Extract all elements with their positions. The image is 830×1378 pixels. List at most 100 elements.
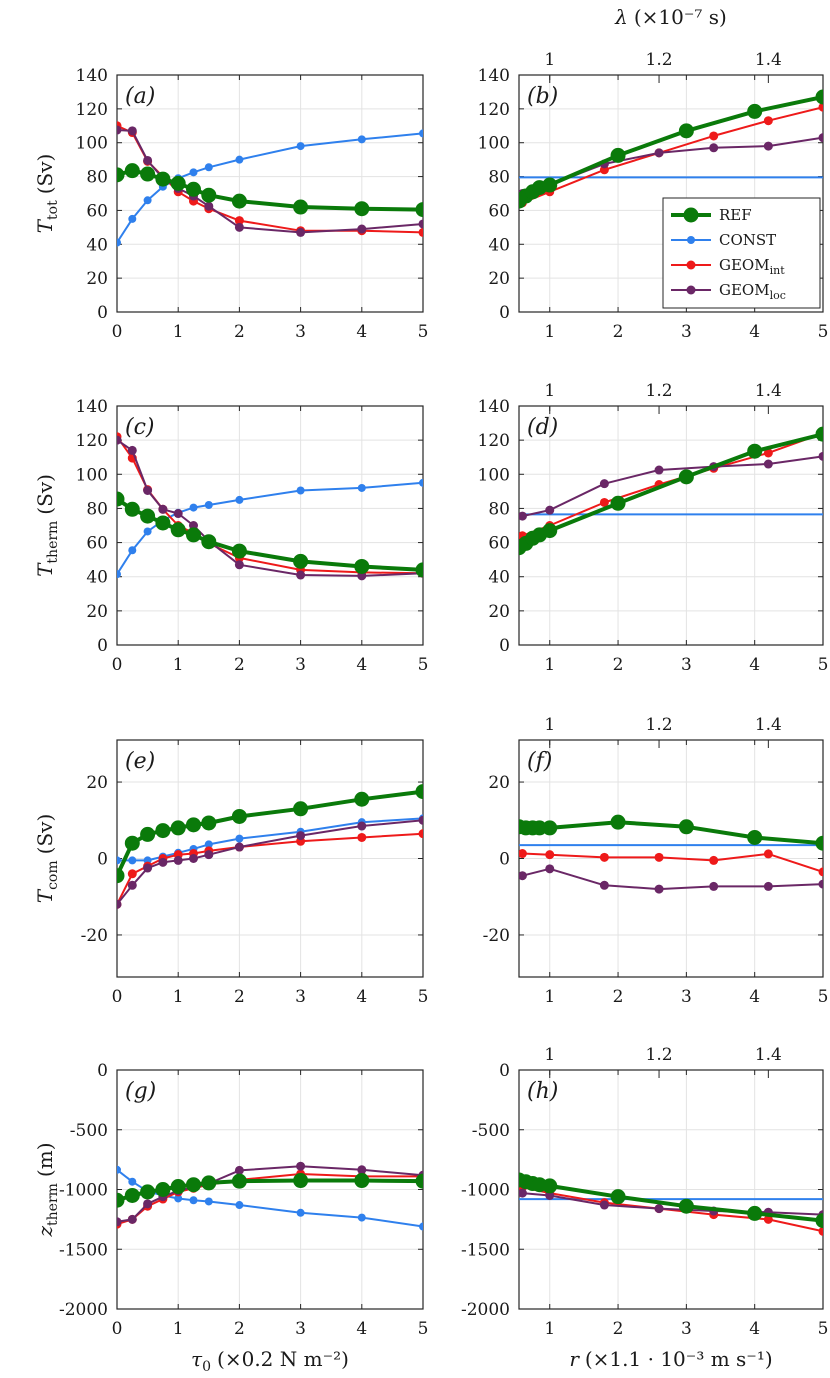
x-tick-label: 1 [173, 1319, 184, 1339]
y-tick-label: 140 [478, 66, 510, 86]
data-point-CONST [296, 486, 305, 495]
data-point-REF [610, 814, 626, 830]
top-tick-label: 1.2 [646, 381, 673, 401]
y-tick-label: 60 [488, 201, 510, 221]
x-axis-title: τ0 (×0.2 N m⁻²) [191, 1347, 349, 1375]
data-point-GEOM_loc [519, 871, 527, 881]
y-axis-title: Ttherm(Sv) [33, 474, 61, 577]
series-line-REF [519, 1177, 823, 1223]
data-point-REF [747, 103, 763, 119]
y-tick-label: 0 [499, 636, 510, 656]
data-point-CONST [419, 1222, 423, 1231]
data-point-REF [124, 501, 140, 517]
data-point-GEOM_int [418, 227, 423, 237]
top-tick-label: 1 [544, 715, 555, 735]
x-tick-label: 4 [749, 322, 760, 342]
data-point-GEOM_loc [599, 1200, 609, 1210]
data-point-GEOM_int [234, 216, 244, 226]
series-line-GEOM_int [522, 106, 823, 204]
panel-label: (f) [527, 749, 552, 774]
data-point-GEOM_int [127, 869, 137, 879]
data-point-GEOM_loc [173, 855, 183, 865]
y-tick-label: -1500 [59, 1240, 108, 1260]
data-point-REF [815, 1213, 823, 1229]
data-point-GEOM_loc [117, 1217, 122, 1227]
x-tick-label: 5 [818, 655, 829, 675]
y-tick-label: 40 [86, 235, 108, 255]
data-point-GEOM_loc [357, 224, 367, 234]
x-tick-label: 3 [681, 1319, 692, 1339]
data-point-CONST [143, 527, 152, 536]
y-tick-label: 120 [76, 431, 108, 451]
x-tick-label: 1 [173, 987, 184, 1007]
data-point-REF [231, 193, 247, 209]
data-point-GEOM_loc [296, 570, 306, 580]
data-point-REF [124, 163, 140, 179]
data-point-REF [354, 558, 370, 574]
data-point-GEOM_loc [519, 511, 527, 521]
x-tick-label: 3 [295, 987, 306, 1007]
x-tick-label: 4 [356, 655, 367, 675]
x-tick-label: 2 [234, 655, 245, 675]
x-tick-label: 4 [356, 322, 367, 342]
data-point-CONST [204, 1197, 213, 1206]
data-point-GEOM_int [519, 849, 527, 859]
data-point-REF [815, 835, 823, 851]
top-tick-label: 1.2 [646, 715, 673, 735]
data-point-REF [170, 820, 186, 836]
y-tick-label: 120 [478, 100, 510, 120]
panel-e: 0 1 2 3 4 5 -20 0 20 (e) Tcom(Sv) [33, 739, 428, 1007]
data-point-CONST [189, 1196, 198, 1205]
data-point-GEOM_loc [599, 880, 609, 890]
x-tick-label: 3 [681, 322, 692, 342]
data-point-GEOM_loc [158, 857, 168, 867]
x-tick-label: 5 [418, 655, 429, 675]
y-tick-label: 40 [86, 568, 108, 588]
data-point-GEOM_loc [127, 1214, 137, 1224]
data-point-GEOM_int [357, 832, 367, 842]
data-point-REF [201, 1175, 217, 1191]
data-point-GEOM_loc [818, 133, 823, 143]
series-group [519, 426, 823, 556]
data-point-REF [117, 167, 125, 183]
top-tick-label: 1.4 [755, 1045, 782, 1065]
panel-label: (a) [125, 84, 155, 109]
data-point-GEOM_loc [357, 821, 367, 831]
data-point-GEOM_loc [519, 1188, 527, 1198]
data-point-REF [354, 201, 370, 217]
data-point-REF [678, 819, 694, 835]
x-tick-label: 0 [112, 322, 123, 342]
legend-label-CONST: CONST [719, 231, 776, 249]
y-tick-label: 100 [76, 465, 108, 485]
top-tick-label: 1.2 [646, 50, 673, 70]
data-point-GEOM_loc [204, 850, 214, 860]
x-tick-label: 3 [681, 987, 692, 1007]
x-tick-label: 4 [749, 655, 760, 675]
data-point-REF [293, 199, 309, 215]
data-point-GEOM_loc [117, 899, 122, 909]
top-tick-label: 1 [544, 381, 555, 401]
x-tick-label: 4 [749, 987, 760, 1007]
y-tick-label: -2000 [59, 1300, 108, 1320]
data-point-CONST [117, 856, 121, 865]
y-tick-label: -1000 [59, 1181, 108, 1201]
data-point-GEOM_loc [545, 505, 555, 515]
x-tick-label: 5 [818, 1319, 829, 1339]
data-point-REF [815, 426, 823, 442]
x-tick-label: 1 [173, 655, 184, 675]
data-point-GEOM_loc [818, 879, 823, 889]
data-point-GEOM_int [709, 131, 719, 141]
data-point-GEOM_loc [127, 445, 137, 455]
top-tick-label: 1.4 [755, 715, 782, 735]
data-point-CONST [204, 163, 213, 172]
data-point-GEOM_loc [654, 1204, 664, 1214]
data-point-GEOM_loc [117, 125, 122, 135]
data-point-GEOM_int [763, 849, 773, 859]
series-line-GEOM_loc [522, 455, 823, 518]
data-point-GEOM_loc [117, 435, 122, 445]
data-point-CONST [204, 840, 213, 849]
data-point-GEOM_int [599, 497, 609, 507]
x-tick-label: 4 [749, 1319, 760, 1339]
series-group [519, 89, 823, 209]
